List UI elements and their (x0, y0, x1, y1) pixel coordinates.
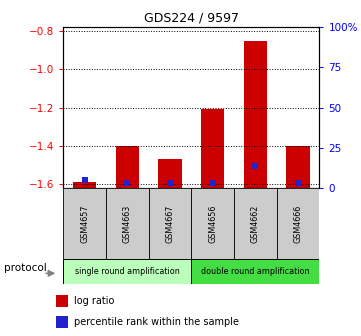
Bar (244, 41, 267, 188)
Bar (73, 182, 96, 188)
Point (124, 181, 130, 186)
Bar (106, 188, 149, 259)
Text: protocol: protocol (4, 263, 46, 273)
Text: percentile rank within the sample: percentile rank within the sample (74, 317, 239, 327)
Text: GSM4666: GSM4666 (293, 204, 303, 243)
Bar (234, 188, 277, 259)
Bar (277, 188, 319, 259)
Bar (191, 259, 319, 284)
Bar (63, 259, 191, 284)
Text: log ratio: log ratio (74, 296, 114, 306)
Bar (63, 188, 106, 259)
Bar (158, 159, 182, 188)
Bar (191, 188, 234, 259)
Text: GSM4662: GSM4662 (251, 204, 260, 243)
Point (295, 181, 301, 186)
Bar (286, 146, 310, 188)
Bar (201, 110, 225, 188)
Bar (56, 295, 69, 307)
Point (253, 163, 258, 168)
Bar (116, 146, 139, 188)
Bar (56, 316, 69, 328)
Text: double round amplification: double round amplification (201, 267, 310, 276)
Text: GSM4667: GSM4667 (165, 204, 174, 243)
Text: GSM4656: GSM4656 (208, 204, 217, 243)
Bar (149, 188, 191, 259)
Text: single round amplification: single round amplification (75, 267, 180, 276)
Point (167, 181, 173, 186)
Title: GDS224 / 9597: GDS224 / 9597 (144, 11, 239, 24)
Point (82, 177, 87, 183)
Text: GSM4657: GSM4657 (80, 204, 89, 243)
Point (210, 181, 216, 186)
Text: GSM4663: GSM4663 (123, 204, 132, 243)
